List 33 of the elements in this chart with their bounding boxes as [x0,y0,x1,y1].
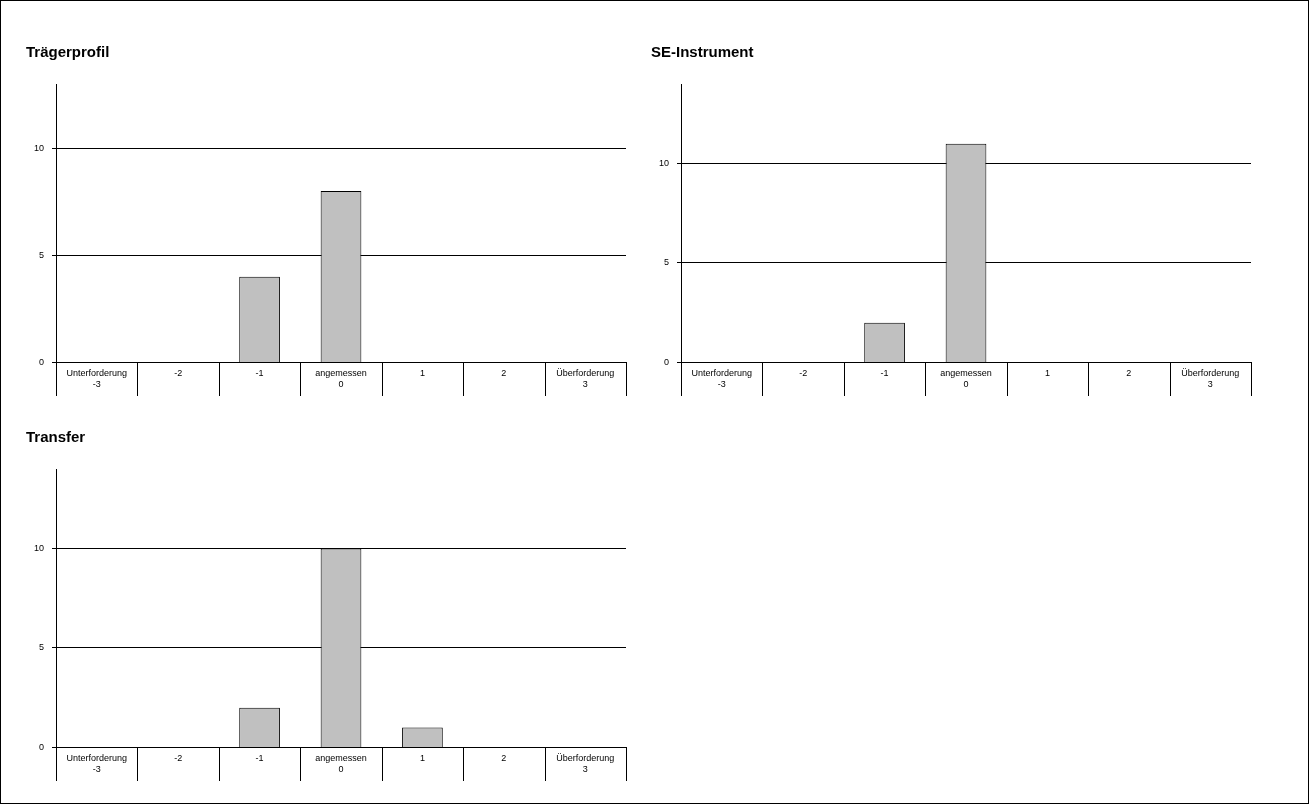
x-tick-label: -1 [880,368,889,379]
x-tick-label: angemessen 0 [940,368,992,390]
x-tick-label: -2 [799,368,808,379]
y-tick-label: 0 [39,741,45,752]
x-tick-label: Unterforderung -3 [66,368,127,390]
chart-title: SE-Instrument [651,43,754,61]
x-tick-label: -2 [174,368,183,379]
x-tick-label: -1 [255,753,264,764]
x-tick-label: angemessen 0 [315,753,367,775]
y-tick-label: 5 [39,642,45,653]
y-tick-label: 0 [664,356,670,367]
x-tick-label: -2 [174,753,183,764]
y-tick-label: 10 [34,543,45,554]
x-tick-label: -1 [255,368,264,379]
y-tick-label: 10 [659,158,670,169]
x-tick-label: 2 [1126,368,1132,379]
x-tick-label: Überforderung 3 [556,753,615,775]
y-tick-label: 0 [39,356,45,367]
x-tick-label: 2 [501,753,507,764]
y-tick-label: 10 [34,142,45,153]
x-tick-label: 2 [501,368,507,379]
x-tick-label: Unterforderung -3 [691,368,752,390]
x-tick-label: Überforderung 3 [1181,368,1240,390]
x-tick-label: Unterforderung -3 [66,753,127,775]
chart-title: Transfer [26,428,86,446]
x-tick-label: Überforderung 3 [556,368,615,390]
x-tick-label: 1 [419,368,425,379]
x-tick-label: 1 [1044,368,1050,379]
chart-title: Trägerprofil [26,43,110,61]
x-tick-label: 1 [419,753,425,764]
y-tick-label: 5 [664,257,670,268]
y-tick-label: 5 [39,249,45,260]
x-tick-label: angemessen 0 [315,368,367,390]
